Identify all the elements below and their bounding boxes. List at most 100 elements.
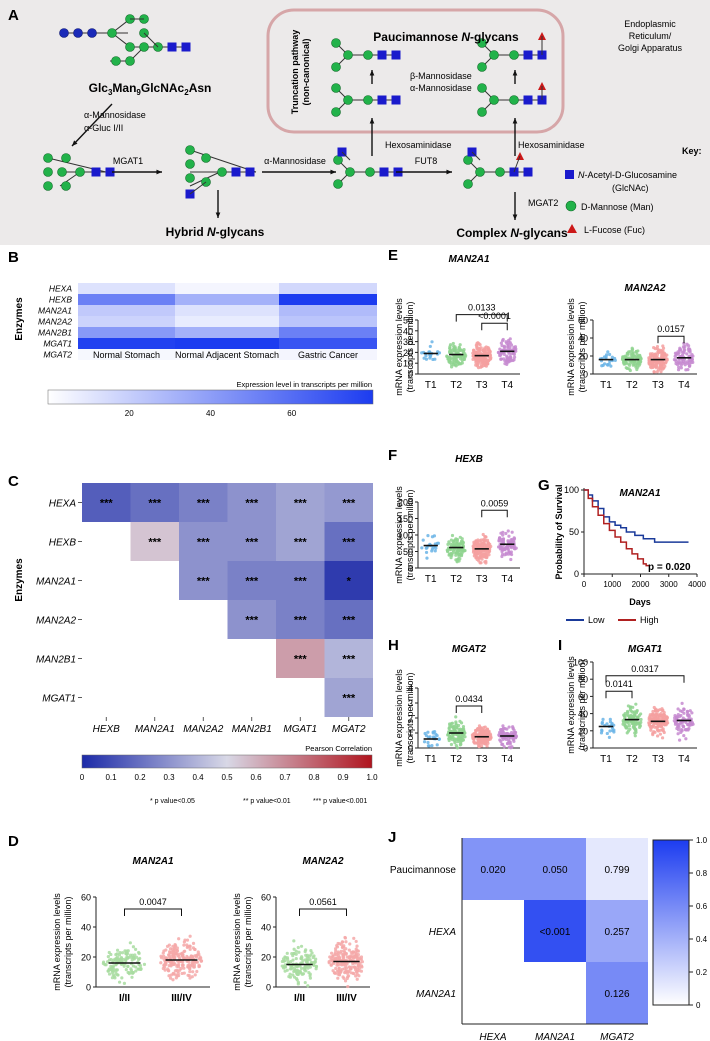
- data-point: [622, 360, 626, 364]
- data-point: [120, 951, 125, 955]
- data-point: [420, 351, 424, 355]
- data-point: [289, 967, 294, 971]
- data-point: [626, 362, 630, 366]
- data-point: [335, 945, 340, 949]
- heatmap-row-label: HEXB: [49, 295, 72, 305]
- data-point: [107, 950, 111, 955]
- data-point: [190, 975, 194, 979]
- data-point: [629, 361, 633, 365]
- data-point: [103, 963, 107, 967]
- colorbar-tick-label: 0.4: [696, 935, 708, 944]
- data-point: [485, 552, 489, 556]
- pvalue-column-label: MGAT2: [600, 1032, 634, 1041]
- colorbar-tick-label: 60: [287, 409, 296, 418]
- data-point: [634, 702, 638, 706]
- correlation-cell: [324, 561, 373, 600]
- data-point: [624, 366, 628, 370]
- data-point: [655, 353, 660, 357]
- colorbar-tick-label: 0.8: [308, 773, 320, 782]
- heatmap-column-label: Normal Adjacent Stomach: [175, 350, 279, 360]
- correlation-cell: [179, 561, 228, 600]
- glcnac-symbol: [167, 42, 177, 52]
- data-point: [347, 948, 351, 952]
- data-point: [664, 722, 668, 726]
- correlation-cell: [276, 561, 325, 600]
- scatter-y-tick-label: 40: [578, 334, 588, 344]
- data-point: [453, 356, 457, 360]
- scatter-y-tick-label: 0: [86, 983, 91, 993]
- truncation-label-1: Truncation pathway: [290, 30, 300, 115]
- hybrid-title: Hybrid N-glycans: [166, 225, 265, 239]
- correlation-row-label: MAN2B1: [36, 655, 76, 666]
- data-point: [634, 365, 638, 369]
- data-point: [478, 561, 482, 565]
- data-point: [359, 969, 363, 973]
- enzyme-mgat1: MGAT1: [113, 156, 143, 166]
- data-point: [134, 947, 138, 951]
- correlation-cell: [324, 678, 373, 717]
- data-point: [283, 959, 287, 963]
- data-point: [508, 354, 512, 359]
- data-point: [112, 974, 116, 978]
- data-point: [453, 345, 457, 349]
- data-point: [498, 347, 502, 351]
- data-point: [605, 722, 609, 726]
- correlation-cell: [130, 483, 179, 522]
- data-point: [137, 963, 141, 967]
- data-point: [130, 975, 134, 979]
- data-point: [336, 976, 340, 980]
- data-point: [648, 725, 652, 729]
- glycan-bond: [189, 181, 207, 195]
- correlation-cell: [324, 522, 373, 561]
- heatmap-cell: [78, 316, 175, 327]
- significance-stars: ***: [245, 498, 259, 510]
- heatmap-column-label: Gastric Cancer: [298, 350, 358, 360]
- significance-stars: ***: [100, 498, 114, 510]
- scatter-y-tick-label: 0: [266, 983, 271, 993]
- panel-b-letter: B: [8, 249, 19, 266]
- data-point: [339, 969, 343, 974]
- data-point: [621, 356, 625, 360]
- data-point: [191, 970, 195, 974]
- data-point: [658, 732, 662, 736]
- data-point: [447, 726, 451, 730]
- data-point: [173, 948, 177, 952]
- correlation-cell: [324, 600, 373, 639]
- colorbar-tick-label: 0: [80, 773, 85, 782]
- data-point: [423, 731, 427, 736]
- mannose-symbol: [201, 153, 211, 163]
- data-point: [168, 947, 173, 951]
- pvalue-text: 0.126: [604, 989, 629, 1000]
- mannose-symbol: [61, 181, 71, 191]
- data-point: [497, 537, 501, 541]
- data-point: [470, 733, 475, 737]
- data-point: [655, 344, 660, 349]
- correlation-row-label: MGAT1: [42, 694, 76, 705]
- data-point: [435, 733, 439, 738]
- data-point: [335, 955, 340, 960]
- data-point: [625, 726, 629, 730]
- data-point: [344, 940, 348, 944]
- data-point: [114, 953, 118, 957]
- data-point: [691, 360, 695, 364]
- pvalue-text: 0.050: [542, 865, 567, 876]
- significance-stars: ***: [294, 654, 308, 666]
- data-point: [139, 966, 143, 971]
- data-point: [283, 955, 287, 959]
- data-point: [676, 350, 680, 354]
- data-point: [172, 953, 176, 957]
- location-line-2: Reticulum/: [629, 31, 672, 41]
- data-point: [186, 973, 190, 977]
- correlation-row-label: MAN2A2: [36, 616, 76, 627]
- data-point: [685, 342, 689, 346]
- pvalue-cell: [586, 962, 648, 1024]
- mannose-symbol: [333, 155, 343, 165]
- data-point: [488, 356, 492, 360]
- scatter-y-tick-label: 20: [578, 726, 588, 736]
- data-point: [451, 360, 455, 364]
- data-point: [454, 726, 459, 730]
- km-x-tick-label: 4000: [688, 580, 706, 589]
- data-point: [191, 956, 195, 960]
- data-point: [188, 934, 192, 938]
- data-point: [305, 964, 309, 969]
